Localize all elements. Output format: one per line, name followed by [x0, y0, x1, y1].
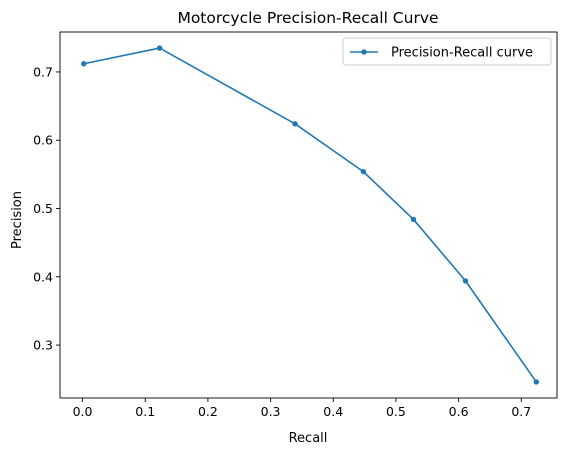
x-tick-label: 0.0 — [73, 404, 93, 419]
axes-frame — [59, 31, 558, 399]
y-tick-label: 0.5 — [33, 201, 53, 216]
data-point — [156, 45, 163, 51]
data-point — [81, 61, 87, 67]
chart-title: Motorcycle Precision-Recall Curve — [177, 9, 438, 27]
data-point — [533, 379, 540, 385]
y-tick-label: 0.7 — [33, 64, 53, 79]
x-axis-title: Recall — [289, 431, 328, 446]
legend-marker — [361, 49, 367, 55]
x-tick-label: 0.2 — [198, 404, 218, 419]
y-tick-label: 0.4 — [33, 269, 53, 284]
plot-area: 0.0 0.1 0.2 0.3 0.4 0.5 0.6 0.7 0.3 0.4 0.5 0.6 0.7 — [33, 31, 558, 419]
legend: Precision-Recall curve — [342, 37, 552, 66]
x-tick-label: 0.5 — [386, 404, 406, 419]
y-tick-label: 0.3 — [33, 338, 53, 353]
data-point — [292, 121, 298, 127]
data-point — [462, 278, 469, 284]
legend-label: Precision-Recall curve — [391, 46, 533, 61]
series-line — [83, 47, 537, 383]
x-tick-label: 0.6 — [449, 404, 469, 419]
y-axis-title: Precision — [10, 191, 25, 249]
x-tick-label: 0.7 — [511, 404, 531, 419]
x-tick-label: 0.4 — [323, 404, 343, 419]
y-tick-label: 0.6 — [33, 133, 53, 148]
x-tick-label: 0.1 — [135, 404, 155, 419]
legend-frame — [342, 37, 552, 66]
x-tick-label: 0.3 — [261, 404, 281, 419]
data-point — [410, 216, 417, 223]
data-point — [360, 168, 367, 175]
